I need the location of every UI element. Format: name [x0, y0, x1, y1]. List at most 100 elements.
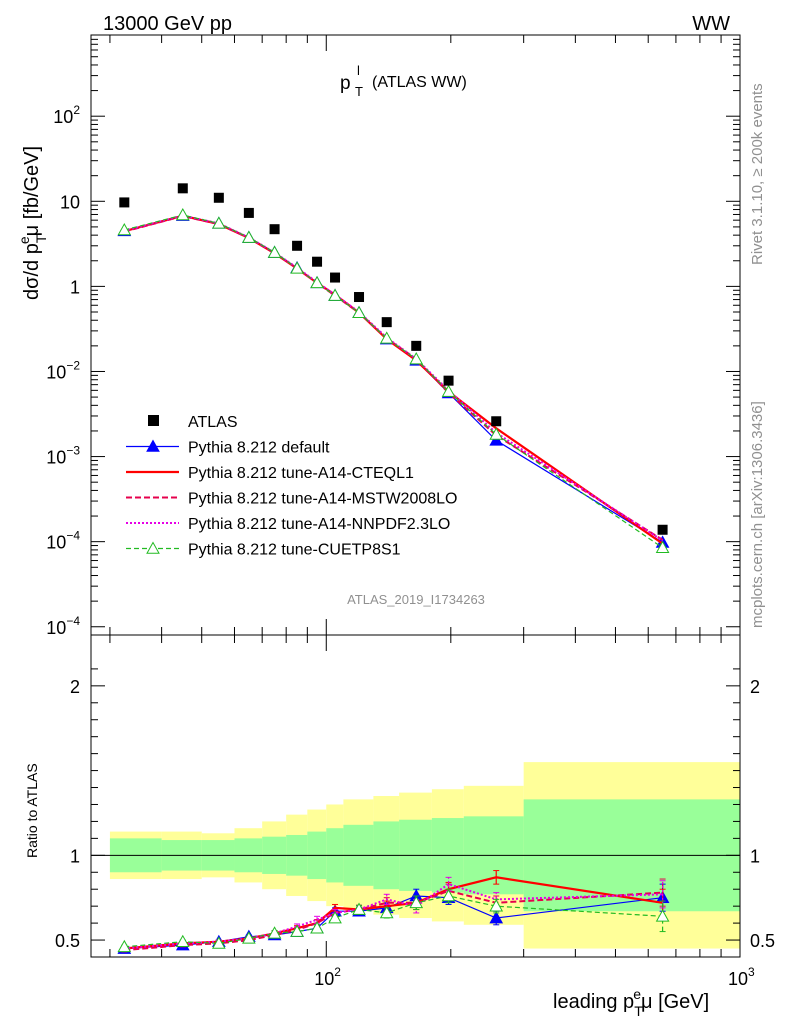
- y-label-sub: T: [33, 234, 49, 243]
- ratio-series-5-point: [175, 934, 190, 948]
- atlas-data-point: [381, 317, 392, 328]
- y-tick-label-base: 10: [46, 362, 66, 382]
- atlas-data-point: [269, 224, 280, 235]
- y-tick-label: 102: [53, 103, 80, 127]
- main-series-5-point: [655, 540, 670, 553]
- ratio-series-5-point: [409, 895, 424, 909]
- y-tick-label-exp: −2: [66, 358, 80, 372]
- main-series-1-point: [489, 433, 504, 446]
- y-label-sup: e: [16, 236, 32, 244]
- plot-title-sup: l: [357, 63, 360, 78]
- main-series-5-point: [242, 230, 256, 243]
- y-tick-label: 1: [70, 277, 80, 297]
- x-tick-label: 102: [314, 965, 341, 989]
- plot-title-sub: T: [355, 84, 363, 99]
- x-label-text: leading pTeμ [GeV]: [553, 986, 709, 1019]
- y-label-main: dσ/d p: [21, 243, 43, 300]
- ratio-series-5-point: [310, 921, 324, 934]
- ratio-series-1-point: [489, 910, 504, 924]
- main-series-5-point: [409, 352, 424, 365]
- ratio-series-5-point: [242, 931, 256, 944]
- y-tick-label: 10−3: [46, 444, 80, 468]
- x-label-rest: μ [GeV]: [641, 991, 709, 1013]
- main-series-5-point: [175, 207, 190, 221]
- x-tick-label-base: 10: [728, 969, 748, 989]
- x-label-sub: T: [634, 1003, 643, 1019]
- main-y-label: dσ/d pTeμ [fb/GeV]: [16, 146, 49, 300]
- main-series-5-point: [117, 222, 132, 236]
- energy-label: 13000 GeV pp: [103, 13, 232, 35]
- ratio-series-line-4: [124, 882, 663, 950]
- main-series-5-point: [441, 384, 456, 397]
- y-tick-label-exp: 2: [73, 103, 80, 117]
- y-tick-label-exp: −4: [66, 614, 80, 628]
- ratio-plot-area: [91, 762, 740, 954]
- legend-label-5: Pythia 8.212 tune-CUETP8S1: [188, 542, 401, 559]
- y-tick-label-exp: −4: [66, 529, 80, 543]
- atlas-data-point: [491, 416, 502, 427]
- y-tick-label-base: 10: [46, 448, 66, 468]
- atlas-data-point: [312, 256, 323, 267]
- y-tick-label: 10−4: [46, 529, 80, 553]
- main-series-5-point: [328, 288, 342, 301]
- process-label: WW: [692, 13, 730, 35]
- ratio-y-tick-label-right: 1: [750, 846, 760, 866]
- y-label-rest: μ [fb/GeV]: [21, 146, 43, 236]
- atlas-data-point: [243, 207, 254, 218]
- main-series-5-point: [489, 427, 504, 440]
- x-tick-label-exp: 3: [748, 965, 755, 979]
- main-series-5-point: [352, 305, 366, 319]
- legend: ATLAS Pythia 8.212 default Pythia 8.212 tu…: [126, 414, 457, 559]
- x-tick-label-exp: 2: [334, 965, 341, 979]
- ratio-series-5-point: [441, 888, 456, 902]
- ratio-series-5-point: [117, 939, 132, 953]
- y-tick-label-base: 10: [46, 533, 66, 553]
- ratio-series-5-point: [290, 924, 304, 937]
- rivet-label: Rivet 3.1.10, ≥ 200k events: [749, 83, 766, 265]
- y-tick-label: 10−4: [46, 614, 80, 638]
- atlas-data-point: [119, 197, 130, 208]
- x-axis-label: leading pTeμ [GeV]: [553, 986, 709, 1019]
- x-label-sup: e: [633, 986, 641, 1002]
- y-tick-label-exp: −3: [66, 444, 80, 458]
- ratio-series-5-point: [267, 926, 282, 939]
- ratio-series-5-point: [379, 905, 394, 919]
- analysis-id: ATLAS_2019_I1734263: [347, 592, 485, 607]
- main-plot-area: [117, 183, 670, 553]
- x-label-main: leading p: [553, 991, 634, 1013]
- main-series-5-point: [290, 261, 304, 274]
- ratio-series-5-point: [655, 909, 670, 922]
- atlas-data-point: [354, 292, 365, 303]
- y-tick-label-base: 10: [46, 618, 66, 638]
- ratio-series-5-point: [328, 910, 342, 924]
- ratio-series-5-point: [211, 936, 226, 949]
- atlas-data-point: [292, 240, 303, 251]
- legend-label-0: ATLAS: [188, 414, 238, 431]
- legend-marker-1: [146, 439, 160, 452]
- ratio-series-line-5: [124, 895, 663, 948]
- atlas-data-point: [443, 375, 454, 386]
- y-tick-label: 10−2: [46, 358, 80, 382]
- ratio-series-5-point: [489, 899, 504, 912]
- ratio-y-tick-label-left: 0.5: [55, 931, 80, 951]
- legend-label-1: Pythia 8.212 default: [188, 440, 330, 457]
- ratio-y-label: Ratio to ATLAS: [24, 763, 40, 858]
- ratio-frame: [90, 634, 741, 958]
- atlas-data-point: [657, 524, 668, 535]
- atlas-data-point: [213, 192, 224, 203]
- ratio-series-5-point: [352, 902, 366, 915]
- plot-title-main: p: [340, 73, 351, 94]
- atlas-data-point: [330, 272, 341, 283]
- plot-title: p l T (ATLAS WW): [340, 63, 467, 99]
- ratio-y-tick-label-right: 0.5: [750, 931, 775, 951]
- ratio-y-tick-label-left: 1: [70, 846, 80, 866]
- legend-label-3: Pythia 8.212 tune-A14-MSTW2008LO: [188, 491, 457, 508]
- legend-atlas-marker: [148, 415, 159, 426]
- main-series-5-point: [267, 245, 282, 258]
- legend-label-4: Pythia 8.212 tune-A14-NNPDF2.3LO: [188, 516, 450, 533]
